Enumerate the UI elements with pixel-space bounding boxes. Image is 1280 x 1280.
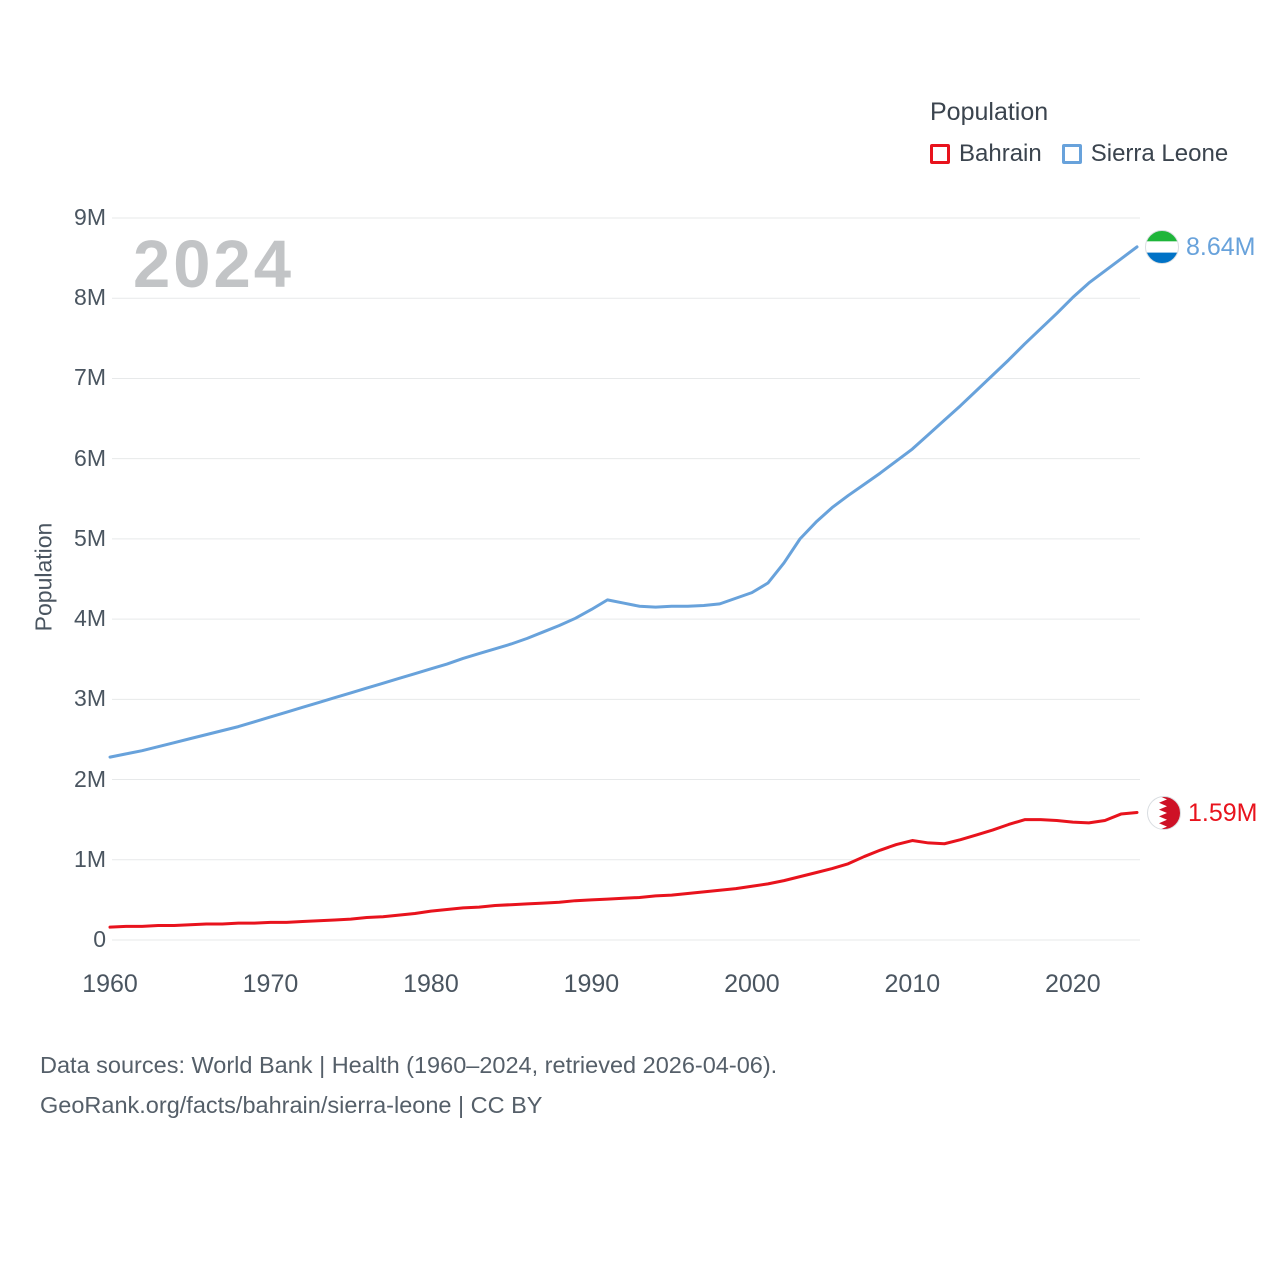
sierra-leone-series-swatch-icon xyxy=(1061,144,1082,164)
data-sources-text: Data sources: World Bank | Health (1960–… xyxy=(40,1052,778,1078)
footer: Data sources: World Bank | Health (1960–… xyxy=(40,1045,777,1125)
y-tick-label: 1M xyxy=(74,845,106,872)
bahrain-series-swatch-icon xyxy=(930,144,950,164)
y-tick-label: 9M xyxy=(74,204,106,230)
series-line-bahrain[interactable] xyxy=(108,810,1139,929)
legend-item-bahrain[interactable]: Bahrain xyxy=(930,140,1042,168)
y-tick-label: 5M xyxy=(74,524,106,551)
year-watermark: 2024 xyxy=(133,227,295,302)
series-line-sierra-leone[interactable] xyxy=(108,245,1139,759)
y-tick-label: 3M xyxy=(74,685,106,712)
sierra-leone-end-label: 8.64M xyxy=(1145,230,1255,264)
sierra-leone-end-value: 8.64M xyxy=(1186,232,1256,261)
x-tick-label: 2010 xyxy=(884,970,941,998)
bahrain-flag-icon xyxy=(1147,796,1181,830)
y-tick-label: 4M xyxy=(74,605,106,632)
x-tick-label: 2000 xyxy=(724,970,780,998)
y-tick-label: 2M xyxy=(74,765,106,792)
attribution-link[interactable]: GeoRank.org/facts/bahrain/sierra-leone |… xyxy=(40,1092,543,1118)
y-tick-label: 7M xyxy=(74,364,106,391)
x-tick-label: 1960 xyxy=(82,970,138,998)
legend-item-sierra-leone[interactable]: Sierra Leone xyxy=(1061,140,1229,168)
sierra-leone-flag-icon xyxy=(1145,230,1179,264)
bahrain-end-value: 1.59M xyxy=(1188,798,1258,827)
legend-label-bahrain: Bahrain xyxy=(959,140,1042,167)
legend-title: Population xyxy=(930,98,1049,126)
legend-label-sierra-leone: Sierra Leone xyxy=(1090,140,1229,167)
x-tick-label: 2020 xyxy=(1045,970,1101,998)
x-tick-label: 1970 xyxy=(242,970,299,998)
y-tick-label: 6M xyxy=(74,444,106,471)
y-tick-label: 0 xyxy=(93,926,106,952)
y-tick-label: 8M xyxy=(74,284,106,311)
x-tick-label: 1980 xyxy=(403,970,459,998)
legend: Population Bahrain Sierra Leone xyxy=(930,98,1228,168)
x-tick-label: 1990 xyxy=(563,970,620,998)
bahrain-end-label: 1.59M xyxy=(1147,796,1257,830)
legend-row: Bahrain Sierra Leone xyxy=(930,140,1228,168)
